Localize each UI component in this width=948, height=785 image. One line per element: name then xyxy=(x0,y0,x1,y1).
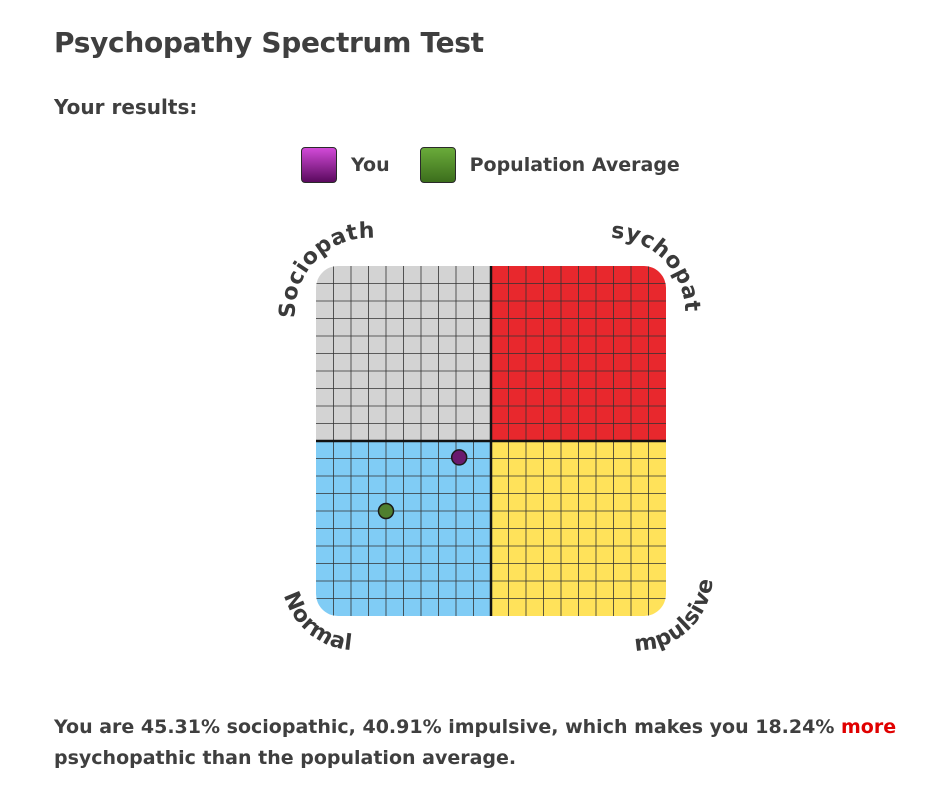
legend-item-population-average: Population Average xyxy=(419,147,680,183)
point-population-average xyxy=(377,502,395,520)
chart-board xyxy=(316,266,666,616)
page-title: Psychopathy Spectrum Test xyxy=(54,26,484,59)
summary-text-start: You are 45.31% sociopathic, 40.91% impul… xyxy=(54,716,841,738)
point-you xyxy=(450,449,468,466)
legend-item-you: You xyxy=(301,147,390,183)
legend-label-you: You xyxy=(351,154,390,176)
result-summary: You are 45.31% sociopathic, 40.91% impul… xyxy=(54,712,904,774)
results-heading: Your results: xyxy=(54,95,198,119)
legend-swatch-you xyxy=(301,147,337,183)
summary-highlight-more: more xyxy=(841,716,897,738)
legend-swatch-population-average xyxy=(419,147,456,183)
data-points xyxy=(377,449,468,520)
quadrant-chart: SociopathPsychopathNormalImpulsive xyxy=(0,0,718,657)
label-psychopath: Psychopath xyxy=(0,0,704,313)
legend-label-population-average: Population Average xyxy=(469,154,680,176)
chart-legend: You Population Average xyxy=(301,146,710,184)
summary-text-end: psychopathic than the population average… xyxy=(54,747,517,769)
